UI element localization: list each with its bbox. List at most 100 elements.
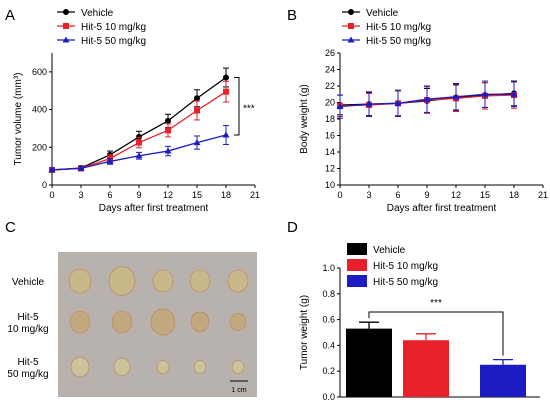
tumor-sample [108, 266, 136, 296]
x-tick-label: 9 [424, 190, 429, 200]
y-tick-label: 0.0 [322, 392, 335, 402]
significance-bracket [234, 77, 240, 136]
legend-swatch [347, 259, 367, 271]
legend-marker [63, 9, 69, 15]
bar [346, 328, 392, 397]
photo-row-label-line: Hit-5 [17, 357, 39, 368]
data-point [136, 139, 142, 146]
data-point [77, 164, 85, 171]
y-tick-label: 1.0 [322, 263, 335, 273]
data-point [223, 74, 229, 81]
x-tick-label: 6 [107, 190, 112, 200]
tumor-sample [113, 357, 131, 377]
y-tick-label: 22 [325, 81, 335, 91]
y-tick-label: 12 [325, 164, 335, 174]
y-tick-label: 24 [325, 65, 335, 75]
y-tick-label: 26 [325, 48, 335, 58]
x-tick-label: 9 [136, 190, 141, 200]
x-tick-label: 18 [509, 190, 519, 200]
legend-swatch [347, 275, 367, 287]
x-axis-label: Days after first treatment [387, 203, 497, 214]
significance-label: *** [430, 298, 442, 309]
photo-row-label-line: Vehicle [12, 277, 45, 288]
legend-label: Vehicle [81, 8, 114, 19]
x-tick-label: 3 [78, 190, 83, 200]
x-tick-label: 15 [480, 190, 490, 200]
y-tick-label: 0 [42, 180, 47, 190]
tumor-sample [227, 269, 249, 293]
photo-row-label-line: 50 mg/kg [7, 369, 48, 380]
data-point [223, 88, 229, 95]
y-tick-label: 600 [32, 67, 47, 77]
data-point [165, 127, 171, 134]
data-point [165, 117, 171, 124]
data-point [194, 95, 200, 102]
y-tick-label: 0.2 [322, 366, 335, 376]
legend-label: Hit-5 10 mg/kg [373, 261, 438, 272]
legend-label: Hit-5 50 mg/kg [366, 36, 431, 47]
data-point [481, 90, 489, 97]
legend-label: Hit-5 10 mg/kg [81, 22, 146, 33]
tumor-sample [231, 360, 245, 374]
data-point [106, 157, 114, 164]
y-tick-label: 10 [325, 180, 335, 190]
x-tick-label: 21 [538, 190, 548, 200]
photo-row-label-line: Hit-5 [17, 312, 39, 323]
x-tick-label: 6 [395, 190, 400, 200]
tumor-volume-chart: 0 3 6 9 12 15 18 21 0 200 400 600 Days after first t… [13, 8, 260, 214]
tumor-sample [229, 312, 247, 332]
tumor-weight-chart: 0.0 0.2 0.4 0.6 0.8 1.0 Tumor weight (g) Vehicl… [299, 243, 540, 402]
y-tick-label: 0.8 [322, 289, 335, 299]
data-point [365, 100, 373, 107]
x-axis-label: Days after first treatment [99, 203, 209, 214]
tumor-sample [193, 360, 207, 374]
x-tick-label: 3 [366, 190, 371, 200]
y-axis-label: Tumor weight (g) [299, 295, 310, 370]
photo-row-label: Hit-5 10 mg/kg [7, 312, 48, 335]
data-point [394, 99, 402, 106]
legend-marker [63, 23, 69, 29]
data-point [222, 131, 230, 138]
y-tick-label: 18 [325, 114, 335, 124]
y-axis-label: Tumor volume (mm³) [13, 73, 24, 166]
photo-row-label-line: 10 mg/kg [7, 324, 48, 335]
legend-marker [348, 9, 354, 15]
legend-swatch [347, 243, 367, 255]
y-axis-label: Body weight (g) [299, 84, 310, 153]
tumor-sample [111, 310, 133, 334]
y-tick-label: 400 [32, 105, 47, 115]
y-tick-label: 14 [325, 147, 335, 157]
x-tick-label: 0 [337, 190, 342, 200]
x-tick-label: 18 [221, 190, 231, 200]
x-tick-label: 21 [250, 190, 260, 200]
panel-label-d: D [287, 219, 298, 236]
legend-marker [62, 36, 70, 43]
photo-row-label: Hit-5 50 mg/kg [7, 357, 48, 380]
legend-label: Hit-5 50 mg/kg [81, 36, 146, 47]
legend-label: Vehicle [366, 8, 399, 19]
bar [403, 340, 449, 397]
y-tick-label: 0.6 [322, 315, 335, 325]
legend-marker [348, 23, 354, 29]
body-weight-chart: 0 3 6 9 12 15 18 21 10 12 14 16 18 20 22 24 26 Days after… [299, 8, 548, 214]
x-tick-label: 12 [451, 190, 461, 200]
tumor-sample [69, 310, 91, 334]
panel-label-b: B [287, 7, 297, 24]
tumor-sample [68, 268, 92, 294]
photo-row-label: Vehicle [12, 277, 45, 288]
data-point [452, 93, 460, 100]
data-point [423, 95, 431, 102]
y-tick-label: 200 [32, 142, 47, 152]
legend-label: Hit-5 10 mg/kg [366, 22, 431, 33]
significance-label: *** [243, 103, 255, 114]
data-point [510, 90, 518, 97]
tumor-sample [70, 356, 90, 378]
tumor-sample [150, 308, 176, 336]
tumor-sample [152, 269, 174, 293]
tumor-sample [190, 311, 210, 333]
bar [480, 364, 526, 397]
scale-bar-label: 1 cm [231, 387, 246, 394]
panel-label-c: C [5, 219, 16, 236]
